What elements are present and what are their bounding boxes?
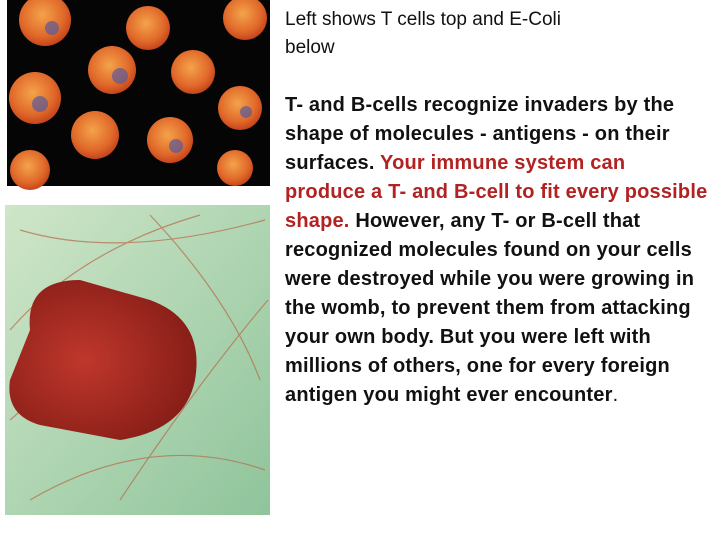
text-segment: However, any T- or B-cell that recognize…: [285, 210, 695, 406]
caption: Left shows T cells top and E-Coli below: [285, 9, 561, 58]
e-coli-photo: [5, 205, 270, 515]
t-cells-photo: [7, 0, 270, 190]
text-segment: .: [612, 384, 619, 406]
text-segment: T- and B-cells recognize invaders by the…: [285, 94, 675, 174]
highlight-text: Your immune system can produce a T- and …: [285, 152, 708, 232]
images: [5, 0, 270, 515]
body-text: T- and B-cells recognize invaders by the…: [285, 91, 710, 410]
